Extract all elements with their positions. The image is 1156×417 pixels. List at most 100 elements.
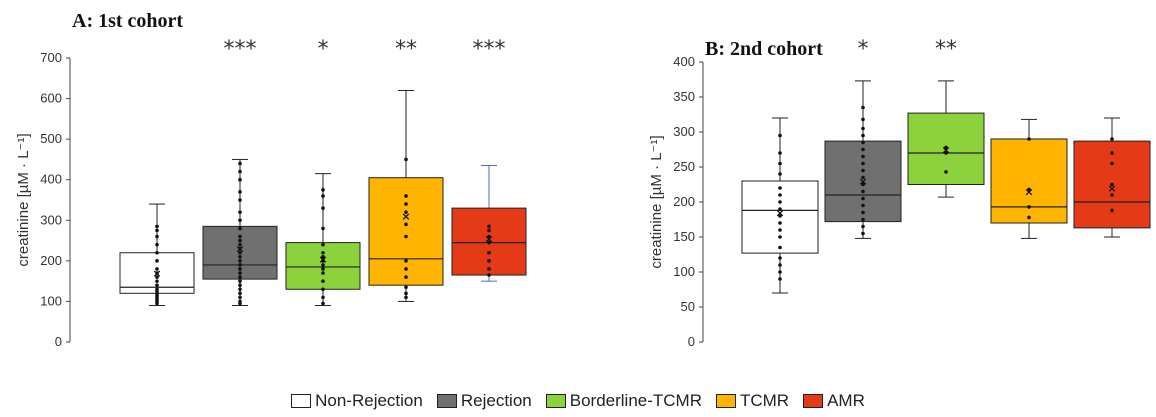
data-point <box>321 279 325 283</box>
data-point <box>155 287 159 292</box>
y-tick-label: 300 <box>673 124 695 139</box>
data-point <box>487 250 491 255</box>
legend-item-tcmr: TCMR <box>715 391 790 411</box>
data-point <box>861 203 865 208</box>
box-borderline-tcmr: × <box>285 173 361 306</box>
data-point <box>861 175 865 180</box>
data-point <box>778 172 782 176</box>
data-point <box>404 222 408 227</box>
data-point <box>321 295 325 300</box>
data-point <box>321 206 325 210</box>
legend-item-rejection: Rejection <box>436 391 532 411</box>
data-point <box>861 154 865 159</box>
data-point <box>238 263 242 267</box>
mean-marker: × <box>484 233 493 246</box>
data-point <box>238 177 242 182</box>
data-point <box>321 250 325 255</box>
data-point <box>1027 205 1031 209</box>
data-point <box>238 259 242 263</box>
data-point <box>778 263 782 267</box>
data-point <box>1110 182 1114 187</box>
data-point <box>1110 137 1114 141</box>
mean-marker: × <box>858 175 867 188</box>
data-point <box>487 259 491 263</box>
data-point <box>487 224 491 229</box>
box-rejection: × <box>824 80 902 239</box>
data-point <box>778 277 782 281</box>
legend-swatch <box>545 394 566 408</box>
data-point <box>861 140 865 145</box>
y-tick-label: 400 <box>673 54 695 69</box>
data-point <box>861 189 865 194</box>
box-rect <box>824 140 902 223</box>
box-tcmr: × <box>368 89 444 302</box>
data-point <box>778 200 782 204</box>
data-point <box>778 256 782 260</box>
y-tick-label: 200 <box>40 253 62 268</box>
data-point <box>404 291 408 296</box>
data-point <box>778 228 782 232</box>
data-point <box>238 287 242 292</box>
legend-label: TCMR <box>739 391 790 410</box>
y-tick-label: 200 <box>673 194 695 209</box>
data-point <box>861 196 865 201</box>
data-point <box>1110 193 1114 197</box>
legend-label: Borderline-TCMR <box>569 391 702 410</box>
y-tick-label: 300 <box>40 212 62 227</box>
data-point <box>238 161 242 166</box>
box-amr: × <box>1073 117 1151 238</box>
y-tick-label: 400 <box>40 172 62 187</box>
mean-marker: × <box>401 210 410 223</box>
data-point <box>861 117 865 122</box>
data-point <box>1110 208 1114 213</box>
data-point <box>321 263 325 267</box>
chart-title: B: 2nd cohort <box>705 38 823 60</box>
legend-label: Rejection <box>460 391 532 410</box>
data-point <box>487 228 491 233</box>
mean-marker: × <box>318 253 327 266</box>
data-point <box>321 271 325 275</box>
box-tcmr: × <box>990 118 1068 239</box>
data-point <box>861 210 865 215</box>
mean-marker: × <box>235 243 244 256</box>
data-point <box>238 242 242 247</box>
data-point <box>321 188 325 192</box>
data-point <box>238 246 242 251</box>
data-point <box>1110 151 1114 155</box>
data-point <box>238 275 242 279</box>
data-point <box>321 242 325 247</box>
y-axis-label: creatinine [µM · L⁻¹] <box>15 133 32 266</box>
data-point <box>487 273 491 277</box>
data-point <box>487 267 491 271</box>
data-point <box>404 210 408 214</box>
y-tick-label: 350 <box>673 89 695 104</box>
legend-item-amr: AMR <box>803 391 865 411</box>
chart-title: A: 1st cohort <box>72 10 183 32</box>
mean-marker: × <box>941 144 950 157</box>
box-borderline-tcmr: × <box>907 80 985 198</box>
data-point <box>778 186 782 190</box>
data-point <box>155 224 159 229</box>
data-point <box>321 254 325 259</box>
data-point <box>778 235 782 239</box>
data-point <box>944 145 948 150</box>
box-rejection: × <box>202 158 278 306</box>
data-point <box>1027 215 1031 220</box>
data-point <box>155 267 159 271</box>
y-tick-label: 50 <box>681 299 695 314</box>
data-point <box>155 283 159 288</box>
significance-label: * <box>318 37 329 62</box>
box-non-rejection: × <box>119 203 195 306</box>
data-point <box>155 259 159 263</box>
panel-2nd-cohort: B: 2nd cohort 0 50 100 150 200 250 300 350 400 cre… <box>648 37 1151 349</box>
significance-label: *** <box>473 37 506 62</box>
significance-label: ** <box>395 37 417 62</box>
data-point <box>404 234 408 239</box>
data-point <box>404 275 408 279</box>
data-point <box>238 198 242 202</box>
data-point <box>155 279 159 283</box>
data-point <box>778 221 782 225</box>
box-non-rejection: × <box>741 117 819 294</box>
data-point <box>238 250 242 255</box>
